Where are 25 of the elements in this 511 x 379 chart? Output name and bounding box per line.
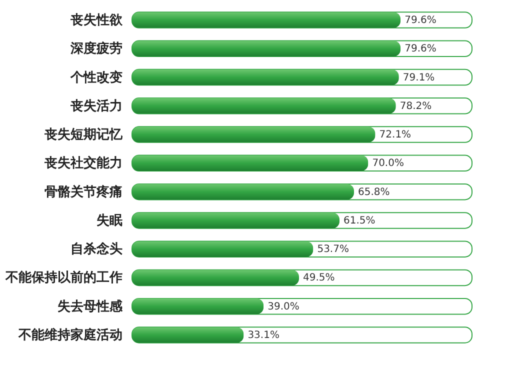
y-tick-label: 个性改变 <box>70 69 122 86</box>
y-tick-label: 丧失短期记忆 <box>44 128 124 143</box>
data-label: 61.5% <box>344 215 376 226</box>
y-tick-label: 自杀念头 <box>70 241 122 258</box>
y-tick-label: 丧失社交能力 <box>44 155 122 172</box>
data-label: 33.1% <box>248 330 280 341</box>
y-tick-label: 不能保持以前的工作 <box>4 270 122 286</box>
data-label: 72.1% <box>379 130 412 141</box>
y-tick-label: 丧失活力 <box>70 98 122 114</box>
y-tick-label: 深度疲劳 <box>70 40 122 57</box>
y-tick-label: 失眠 <box>96 213 122 228</box>
data-label: 79.6% <box>404 15 436 26</box>
data-label: 39.0% <box>268 301 300 312</box>
data-label: 79.1% <box>402 72 435 84</box>
bar <box>132 327 244 343</box>
data-label: 65.8% <box>358 186 390 198</box>
data-label: 53.7% <box>317 244 349 256</box>
data-label: 49.5% <box>303 272 335 284</box>
y-tick-label: 不能维持家庭活动 <box>18 326 122 343</box>
data-label: 78.2% <box>400 100 432 112</box>
data-label: 70.0% <box>372 158 404 170</box>
y-tick-label: 骨骼关节疼痛 <box>44 184 122 200</box>
y-tick-label: 失去母性感 <box>58 298 124 314</box>
data-label: 79.6% <box>404 44 436 55</box>
y-tick-label: 丧失性欲 <box>70 13 124 28</box>
